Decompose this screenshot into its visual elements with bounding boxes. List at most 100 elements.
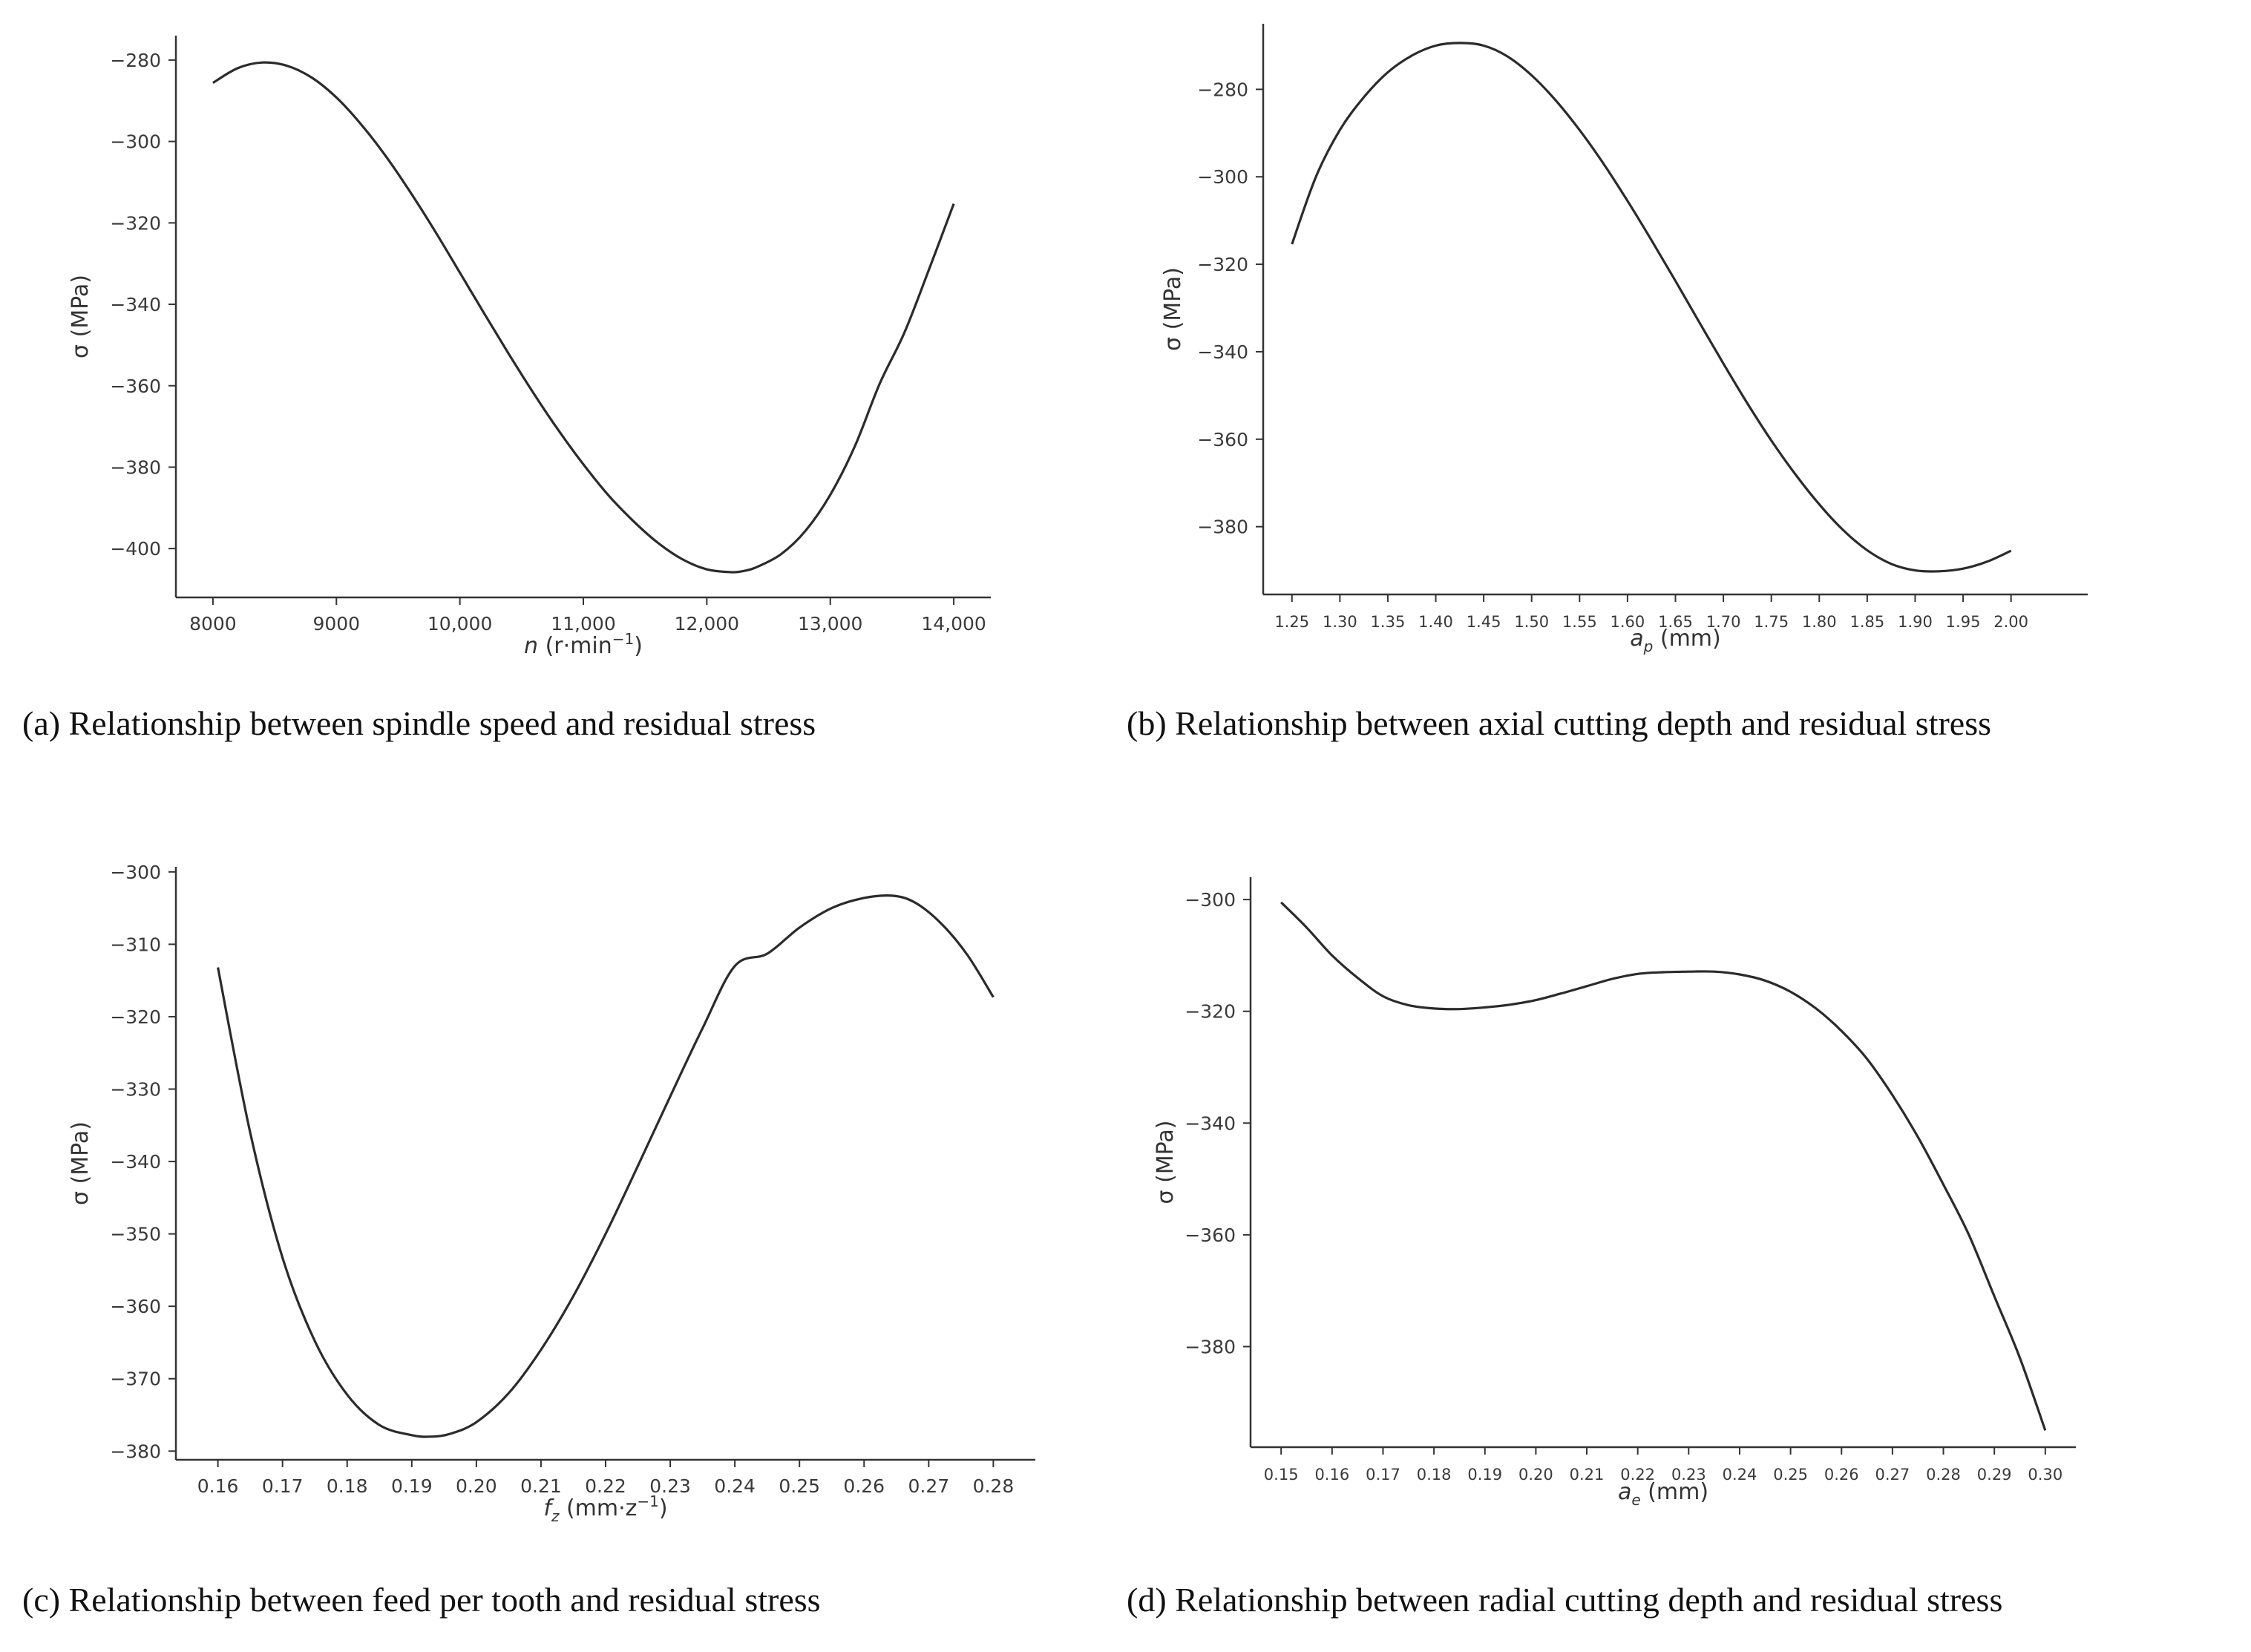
x-tick-label: 1.25	[1274, 613, 1309, 631]
x-tick-label: 14,000	[921, 613, 986, 635]
x-tick-label: 0.26	[843, 1475, 885, 1497]
y-tick-label: −320	[110, 1006, 161, 1028]
x-tick-label: 11,000	[551, 613, 615, 635]
y-tick-label: −320	[1185, 1001, 1236, 1023]
x-tick-label: 0.22	[585, 1475, 626, 1497]
x-tick-label: 0.27	[908, 1475, 950, 1497]
x-tick-label: 0.16	[1314, 1466, 1349, 1484]
panel-caption: (a) Relationship between spindle speed a…	[22, 704, 816, 742]
y-tick-label: −400	[110, 538, 161, 560]
x-tick-label: 0.24	[1723, 1466, 1757, 1484]
residual-stress-curve	[1291, 42, 2012, 573]
x-tick-label: 1.80	[1802, 613, 1837, 631]
y-tick-label: −340	[110, 1151, 161, 1173]
x-tick-label: 0.28	[973, 1475, 1015, 1497]
y-tick-label: −280	[1197, 79, 1248, 100]
y-axis-label: σ (MPa)	[68, 1121, 94, 1205]
x-axis-label: ap (mm)	[1630, 626, 1721, 655]
x-tick-label: 0.30	[2028, 1466, 2062, 1484]
residual-stress-curve	[212, 61, 955, 574]
y-axis-label: σ (MPa)	[1153, 1121, 1179, 1204]
y-tick-label: −380	[110, 456, 161, 478]
y-tick-label: −360	[1197, 429, 1248, 450]
x-tick-label: 8000	[189, 613, 237, 635]
y-tick-label: −280	[110, 50, 161, 71]
x-axis-label: fz (mm·z−1)	[543, 1492, 667, 1525]
x-tick-label: 0.17	[262, 1475, 304, 1497]
y-tick-label: −320	[1197, 254, 1248, 275]
panel-d-radial-cutting-depth: 0.15 0.16 0.17 0.18 0.19 0.20 0.21 0.22 0.23 0.24…	[1127, 877, 2076, 1619]
y-tick-label: −350	[110, 1224, 161, 1245]
x-tick-label: 0.20	[456, 1475, 497, 1497]
y-tick-label: −380	[1197, 517, 1248, 538]
y-tick-label: −340	[1197, 341, 1248, 363]
panel-caption: (d) Relationship between radial cutting …	[1127, 1581, 2002, 1619]
x-tick-label: 0.20	[1518, 1466, 1553, 1484]
x-tick-label: 12,000	[675, 613, 739, 635]
x-tick-label: 0.25	[779, 1475, 820, 1497]
y-axis-label: σ (MPa)	[1160, 267, 1186, 351]
panel-c-feed-per-tooth: 0.16 0.17 0.18 0.19 0.20 0.21 0.22 0.23 0.24 0.25…	[22, 862, 1035, 1619]
x-tick-label: 1.35	[1371, 613, 1406, 631]
x-tick-label: 0.16	[197, 1475, 239, 1497]
x-tick-label: 13,000	[798, 613, 862, 635]
residual-stress-curve	[217, 894, 995, 1438]
panel-a-spindle-speed: 8000 9000 10,000 11,000 12,000 13,000 14,000 −2…	[22, 36, 991, 742]
x-tick-label: 0.18	[327, 1475, 368, 1497]
y-tick-label: −320	[110, 212, 161, 234]
x-tick-label: 1.50	[1514, 613, 1549, 631]
x-tick-label: 1.95	[1946, 613, 1981, 631]
x-tick-label: 0.17	[1366, 1466, 1400, 1484]
x-tick-label: 0.22	[1620, 1466, 1655, 1484]
x-axis-label: ae (mm)	[1618, 1479, 1708, 1509]
panel-b-axial-cutting-depth: 1.25 1.30 1.35 1.40 1.45 1.50 1.55 1.60 1.65 1.70…	[1127, 24, 2088, 742]
x-tick-label: 0.19	[391, 1475, 433, 1497]
y-tick-label: −380	[110, 1440, 161, 1462]
x-tick-label: 0.18	[1417, 1466, 1452, 1484]
x-tick-label: 0.26	[1824, 1466, 1859, 1484]
y-tick-label: −380	[1185, 1336, 1236, 1357]
y-tick-label: −370	[110, 1369, 161, 1390]
x-tick-label: 1.90	[1898, 613, 1933, 631]
x-tick-label: 0.21	[1570, 1466, 1605, 1484]
x-axis-label: n (r·min−1)	[524, 630, 643, 659]
x-tick-label: 1.70	[1706, 613, 1741, 631]
x-tick-label: 0.29	[1977, 1466, 2012, 1484]
x-tick-label: 9000	[312, 613, 360, 635]
y-tick-label: −360	[110, 1296, 161, 1317]
y-tick-label: −300	[1185, 889, 1236, 911]
y-tick-label: −360	[110, 376, 161, 397]
x-tick-label: 1.75	[1754, 613, 1789, 631]
residual-stress-curve	[1280, 901, 2047, 1431]
x-tick-label: 0.19	[1467, 1466, 1502, 1484]
y-tick-label: −310	[110, 934, 161, 955]
panel-caption: (c) Relationship between feed per tooth …	[22, 1581, 821, 1619]
x-tick-label: 1.30	[1323, 613, 1357, 631]
y-tick-label: −300	[110, 862, 161, 883]
x-tick-label: 1.40	[1418, 613, 1453, 631]
x-tick-label: 1.55	[1562, 613, 1597, 631]
y-tick-label: −340	[1185, 1112, 1236, 1134]
x-tick-label: 0.24	[714, 1475, 756, 1497]
y-tick-label: −330	[110, 1079, 161, 1101]
x-tick-label: 0.15	[1264, 1466, 1299, 1484]
x-tick-label: 0.25	[1773, 1466, 1808, 1484]
x-tick-label: 10,000	[427, 613, 492, 635]
x-tick-label: 0.23	[649, 1475, 691, 1497]
y-tick-label: −300	[110, 131, 161, 153]
y-tick-label: −340	[110, 294, 161, 315]
y-tick-label: −300	[1197, 166, 1248, 188]
panel-caption: (b) Relationship between axial cutting d…	[1127, 704, 1991, 742]
x-tick-label: 1.85	[1849, 613, 1884, 631]
x-tick-label: 1.60	[1611, 613, 1645, 631]
x-tick-label: 2.00	[1993, 613, 2028, 631]
y-axis-label: σ (MPa)	[68, 275, 94, 358]
x-tick-label: 0.27	[1875, 1466, 1910, 1484]
x-tick-label: 0.21	[520, 1475, 562, 1497]
x-tick-label: 0.28	[1926, 1466, 1961, 1484]
y-tick-label: −360	[1185, 1225, 1236, 1246]
x-tick-label: 1.45	[1467, 613, 1501, 631]
x-tick-label: 0.23	[1671, 1466, 1706, 1484]
x-tick-label: 1.65	[1658, 613, 1693, 631]
